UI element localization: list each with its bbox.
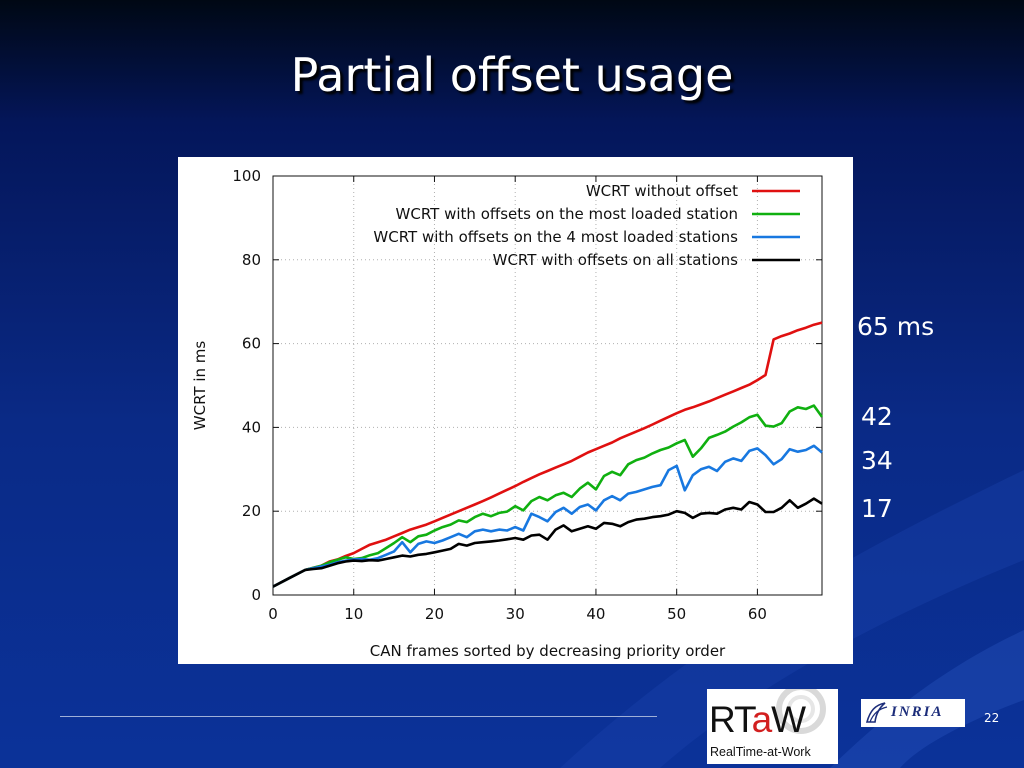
x-tick-label: 30	[506, 605, 525, 623]
annotation-65ms: 65 ms	[857, 312, 935, 341]
series-line-4	[272, 497, 823, 588]
inria-logo: INRIA	[861, 699, 965, 727]
series-line-3	[272, 444, 823, 588]
x-tick-label: 40	[586, 605, 605, 623]
y-tick-label: 80	[242, 251, 261, 269]
y-axis-label: WCRT in ms	[191, 341, 209, 431]
legend: WCRT without offset WCRT with offsets on …	[373, 182, 800, 269]
rtaw-swirl-icon	[776, 689, 826, 734]
slide-title: Partial offset usage	[290, 48, 734, 102]
annotation-17: 17	[861, 494, 893, 523]
inria-wordmark: INRIA	[891, 704, 944, 720]
plot-frame	[272, 175, 823, 596]
annotation-34: 34	[861, 446, 893, 475]
chart-panel: 0 10 20 30 40 50 60 0 20 40 60 80 100 WCRT without o…	[178, 157, 853, 664]
y-tick-label: 40	[242, 418, 261, 436]
rtaw-wordmark: RTaW	[709, 699, 806, 740]
annotation-42: 42	[861, 402, 893, 431]
inria-emblem-icon	[865, 702, 888, 723]
x-tick-label: 50	[667, 605, 686, 623]
series-line-2	[272, 404, 824, 588]
series-line-1	[272, 321, 823, 588]
y-tick-label: 20	[242, 502, 261, 520]
rtaw-logo: RTaW RealTime-at-Work	[707, 689, 838, 764]
series-layer	[272, 321, 824, 588]
rtaw-tagline: RealTime-at-Work	[710, 745, 811, 759]
x-tick-label: 20	[425, 605, 444, 623]
footer-divider	[60, 716, 657, 717]
x-axis-label: CAN frames sorted by decreasing priority…	[370, 642, 726, 660]
y-tick-label: 60	[242, 335, 261, 353]
x-tick-label: 60	[748, 605, 767, 623]
legend-label-4: WCRT with offsets on all stations	[493, 251, 739, 269]
legend-label-2: WCRT with offsets on the most loaded sta…	[396, 205, 738, 223]
y-tick-label: 100	[232, 167, 261, 185]
x-tick-label: 10	[344, 605, 363, 623]
line-chart: 0 10 20 30 40 50 60 0 20 40 60 80 100 WCRT without o…	[191, 167, 824, 660]
axes: 0 10 20 30 40 50 60 0 20 40 60 80 100	[232, 167, 823, 623]
legend-label-1: WCRT without offset	[586, 182, 738, 200]
x-tick-label: 0	[268, 605, 278, 623]
y-tick-label: 0	[251, 586, 261, 604]
legend-label-3: WCRT with offsets on the 4 most loaded s…	[373, 228, 738, 246]
page-number: 22	[984, 711, 1000, 725]
